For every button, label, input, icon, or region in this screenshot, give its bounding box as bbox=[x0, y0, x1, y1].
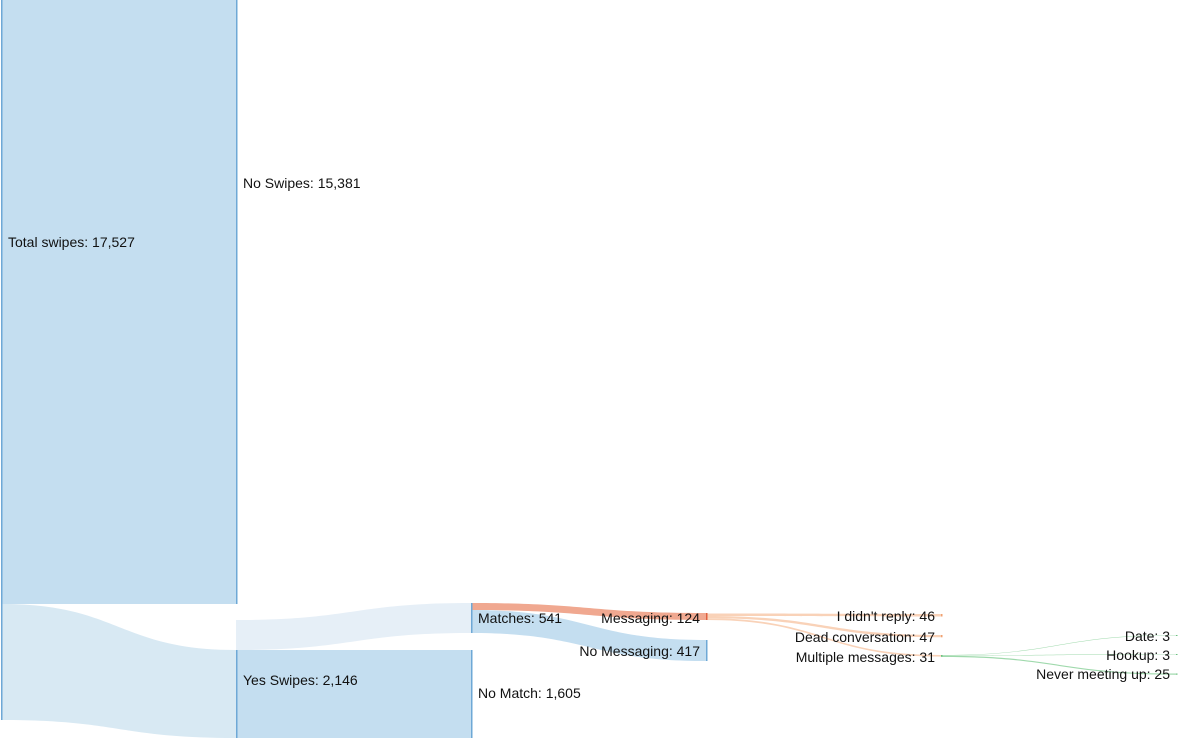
label-date: Date: 3 bbox=[1125, 628, 1170, 644]
link-messaging-didnt-reply bbox=[706, 613, 941, 617]
node-no-match bbox=[471, 650, 473, 738]
node-total bbox=[1, 0, 3, 720]
node-yes-swipes bbox=[236, 650, 238, 738]
node-matches bbox=[471, 603, 473, 633]
label-total: Total swipes: 17,527 bbox=[8, 234, 135, 250]
label-didnt-reply: I didn't reply: 46 bbox=[837, 608, 936, 624]
node-no-swipes bbox=[236, 0, 238, 604]
link-yes-matches bbox=[236, 603, 471, 650]
link-messaging-dead bbox=[706, 616, 941, 638]
label-no-swipes: No Swipes: 15,381 bbox=[243, 175, 361, 191]
label-hookup: Hookup: 3 bbox=[1106, 647, 1170, 663]
node-hookup bbox=[1176, 654, 1178, 655]
label-never-meeting: Never meeting up: 25 bbox=[1036, 666, 1170, 682]
label-dead-conversation: Dead conversation: 47 bbox=[795, 629, 935, 645]
node-multiple bbox=[941, 655, 943, 657]
node-dead bbox=[941, 635, 943, 638]
link-messaging-multiple bbox=[706, 618, 941, 657]
label-yes-swipes: Yes Swipes: 2,146 bbox=[243, 672, 358, 688]
link-multiple-never bbox=[941, 655, 1176, 675]
label-no-messaging: No Messaging: 417 bbox=[579, 643, 700, 659]
label-matches: Matches: 541 bbox=[478, 610, 562, 626]
link-yes-no-match bbox=[236, 650, 471, 738]
link-multiple-hookup bbox=[941, 654, 1176, 656]
label-no-match: No Match: 1,605 bbox=[478, 685, 581, 701]
link-matches-no-messaging bbox=[471, 610, 706, 661]
link-multiple-date bbox=[941, 635, 1176, 656]
node-date bbox=[1176, 635, 1178, 636]
label-messaging: Messaging: 124 bbox=[601, 610, 700, 626]
link-total-yes-swipes bbox=[2, 604, 236, 738]
node-never bbox=[1176, 673, 1178, 675]
link-matches-messaging bbox=[471, 603, 706, 620]
node-didnt-reply bbox=[941, 614, 943, 617]
link-total-no-swipes bbox=[2, 0, 236, 604]
node-no-messaging bbox=[706, 640, 708, 661]
label-multiple-messages: Multiple messages: 31 bbox=[796, 649, 936, 665]
node-messaging bbox=[706, 613, 708, 620]
